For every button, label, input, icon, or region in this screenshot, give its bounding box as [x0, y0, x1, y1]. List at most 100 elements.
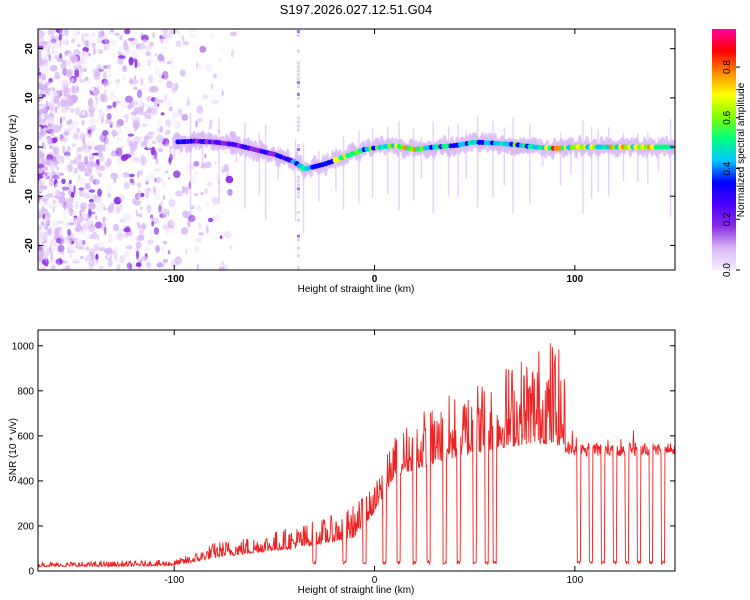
noise-blob [94, 221, 103, 229]
ridge-core [486, 140, 492, 146]
noise-blob [46, 154, 54, 161]
noise-blob [91, 31, 96, 38]
noise-blob [42, 142, 45, 147]
noise-blob [111, 208, 118, 215]
noise-blob [63, 131, 70, 136]
noise-blob [70, 38, 75, 44]
noise-blob [66, 235, 70, 241]
snr-line [38, 343, 675, 569]
noise-blob [196, 105, 204, 114]
noise-blob [106, 182, 112, 192]
noise-blob [46, 201, 50, 208]
noise-blob [91, 43, 96, 47]
noise-blob [92, 89, 100, 95]
noise-blob [58, 33, 62, 41]
noise-blob [157, 53, 164, 62]
artifact-mark [296, 49, 300, 53]
noise-blob [59, 45, 63, 52]
noise-blob [97, 241, 104, 247]
artifact-mark [296, 195, 300, 199]
noise-blob [48, 178, 54, 187]
noise-blob [61, 80, 70, 89]
noise-blob [133, 86, 138, 91]
noise-blob [185, 248, 188, 255]
noise-blob [121, 60, 124, 66]
noise-blob [38, 31, 43, 38]
noise-blob [50, 38, 57, 44]
noise-blob [62, 267, 70, 270]
noise-blob [220, 205, 224, 214]
noise-blob [165, 140, 169, 147]
noise-blob [63, 155, 70, 160]
noise-blob [45, 118, 49, 127]
noise-blob [221, 230, 227, 237]
noise-blob [107, 192, 112, 198]
noise-blob [76, 146, 84, 152]
noise-blob [69, 253, 73, 258]
noise-blob [126, 136, 131, 146]
noise-blob [107, 105, 113, 109]
noise-blob [74, 106, 81, 116]
noise-blob [145, 51, 152, 57]
noise-blob [77, 44, 81, 48]
noise-blob [98, 111, 103, 121]
noise-blob [144, 191, 150, 199]
noise-blob [119, 218, 126, 223]
noise-blob [157, 103, 160, 107]
noise-blob [161, 138, 170, 145]
y-tick-label: -20 [24, 238, 35, 253]
y-tick-label: 0 [28, 567, 34, 578]
noise-blob [87, 168, 93, 173]
ridge-core [496, 140, 501, 146]
noise-blob [49, 29, 56, 36]
noise-blob [48, 237, 57, 247]
ridge-core [390, 143, 396, 149]
noise-blob [135, 237, 143, 241]
noise-blob [125, 95, 133, 103]
noise-blob [168, 158, 171, 164]
noise-blob [47, 137, 53, 145]
noise-blob [137, 213, 143, 218]
noise-blob [154, 67, 161, 75]
noise-blob [54, 195, 61, 199]
noise-blob [153, 168, 161, 172]
noise-blob [43, 231, 48, 241]
noise-blob [52, 174, 60, 180]
noise-blob [51, 49, 55, 54]
noise-blob [167, 250, 171, 255]
noise-blob [207, 125, 213, 131]
y-tick-label: 400 [17, 476, 34, 487]
noise-blob [69, 179, 72, 185]
ridge-core [509, 141, 514, 147]
noise-blob [108, 29, 115, 36]
noise-blob [40, 61, 45, 66]
noise-blob [158, 73, 164, 79]
noise-blob [154, 192, 160, 201]
noise-blob [181, 113, 188, 121]
noise-blob [63, 128, 72, 133]
noise-blob [62, 77, 67, 83]
noise-blob [71, 143, 77, 148]
noise-blob [157, 147, 164, 153]
noise-blob [109, 94, 117, 101]
artifact-mark [296, 234, 300, 238]
noise-blob [84, 172, 89, 177]
noise-blob [62, 84, 69, 93]
noise-blob [88, 209, 92, 219]
noise-blob [75, 241, 79, 250]
noise-blob [200, 192, 205, 196]
noise-blob [150, 146, 156, 156]
noise-blob [76, 127, 81, 134]
noise-blob [146, 261, 152, 269]
noise-blob [85, 246, 90, 251]
noise-blob [166, 61, 172, 65]
noise-blob [57, 262, 61, 266]
ridge-core [493, 140, 498, 146]
noise-blob [88, 223, 96, 233]
noise-blob [38, 118, 44, 127]
noise-blob [193, 170, 198, 177]
noise-blob [61, 178, 66, 185]
noise-blob [112, 129, 115, 139]
noise-blob [168, 145, 172, 154]
noise-blob [70, 191, 75, 198]
